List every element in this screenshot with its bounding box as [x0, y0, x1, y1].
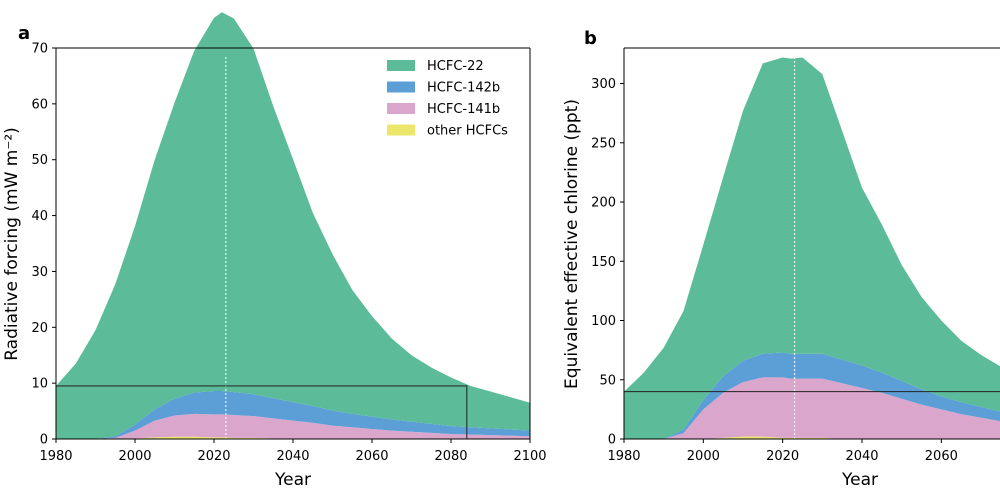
- panel-b-y-tick-label: 200: [591, 196, 616, 211]
- panel-a-y-tick-label: 50: [31, 153, 48, 168]
- panel-b-area-hcfc-142b: [624, 352, 1000, 439]
- panel-b-y-tick-label: 50: [599, 373, 616, 388]
- panel-a-x-tick-label: 2000: [118, 449, 151, 464]
- panel-b-y-tick-label: 100: [591, 314, 616, 329]
- panel-b-x-tick-label: 2020: [766, 449, 799, 464]
- panel-a-area-hcfc-142b: [56, 390, 530, 439]
- panel-b-stacked-areas: [624, 57, 1000, 439]
- panel-a-y-tick-label: 10: [31, 377, 48, 392]
- legend-swatch: [387, 60, 415, 71]
- panel-a-area-hcfc-141b: [56, 413, 530, 439]
- panel-b-x-tick-label: 2040: [845, 449, 878, 464]
- panel-a-x-tick-label: 1980: [39, 449, 72, 464]
- legend-label: other HCFCs: [427, 124, 508, 139]
- panel-b-y-tick-label: 300: [591, 77, 616, 92]
- panel-b-y-axis-title: Equivalent effective chlorine (ppt): [562, 99, 582, 389]
- panel-a-axes: 1980 2000 2020 2040 2060 2080 2100 0 10 20 30 40 50 6…: [31, 42, 546, 465]
- panel-b-x-tick-label: 2060: [925, 449, 958, 464]
- legend-label: HCFC-22: [427, 59, 484, 74]
- legend-swatch: [387, 81, 415, 93]
- panel-b-axes: 1980 2000 2020 2040 2060 0 50 100 150 200 250 300: [591, 47, 1000, 464]
- panel-label-b: b: [584, 28, 597, 49]
- panel-b-y-tick-label: 150: [591, 255, 616, 270]
- panel-a-x-tick-label: 2100: [513, 449, 546, 464]
- panel-b-x-tick-label: 2000: [687, 449, 720, 464]
- panel-label-a: a: [18, 23, 30, 44]
- panel-b-area-other-hcfcs: [624, 436, 1000, 439]
- panel-b-y-tick-label: 250: [591, 136, 616, 151]
- panel-a-y-tick-label: 60: [31, 97, 48, 112]
- panel-a-x-tick-label: 2060: [355, 449, 388, 464]
- panel-a-x-tick-label: 2080: [434, 449, 467, 464]
- panel-b-x-axis-title: Year: [841, 470, 878, 490]
- panel-a-area-hcfc-22: [56, 12, 530, 439]
- panel-a-y-tick-label: 70: [31, 42, 48, 57]
- panel-b-area-hcfc-141b: [624, 377, 1000, 439]
- panel-a-y-tick-label: 20: [31, 321, 48, 336]
- panel-a-radiative-forcing: a 1980 2000 2020 2040 2060 2080 2100 0 10 20 30 40 5…: [2, 12, 547, 490]
- panel-a-area-other-hcfcs: [56, 436, 530, 439]
- panel-a-x-axis-title: Year: [274, 470, 311, 490]
- legend-item-other-hcfcs: other HCFCs: [387, 124, 508, 139]
- panel-a-y-tick-label: 0: [40, 433, 48, 448]
- panel-a-x-tick-label: 2040: [276, 449, 309, 464]
- legend-swatch: [387, 103, 415, 114]
- legend-label: HCFC-141b: [427, 102, 500, 117]
- panel-a-legend: HCFC-22 HCFC-142b HCFC-141b other HCFCs: [387, 59, 508, 139]
- panel-b-y-tick-label: 0: [608, 433, 616, 448]
- legend-item-hcfc-22: HCFC-22: [387, 59, 484, 74]
- panel-a-x-tick-label: 2020: [197, 449, 230, 464]
- panel-a-y-tick-label: 40: [31, 209, 48, 224]
- panel-b-x-tick-label: 1980: [607, 449, 640, 464]
- panel-a-stacked-areas: [56, 12, 530, 439]
- panel-b-area-hcfc-22: [624, 57, 1000, 439]
- legend-label: HCFC-142b: [427, 81, 500, 96]
- legend-item-hcfc-141b: HCFC-141b: [387, 102, 500, 117]
- panel-a-y-axis-title: Radiative forcing (mW m⁻²): [2, 127, 22, 361]
- panel-b-equivalent-chlorine: b 1980 2000 2020 2040 2060 0 50 100 150 200 250 300…: [562, 28, 1000, 490]
- panel-a-y-tick-label: 30: [31, 265, 48, 280]
- legend-swatch: [387, 124, 415, 136]
- legend-item-hcfc-142b: HCFC-142b: [387, 81, 500, 96]
